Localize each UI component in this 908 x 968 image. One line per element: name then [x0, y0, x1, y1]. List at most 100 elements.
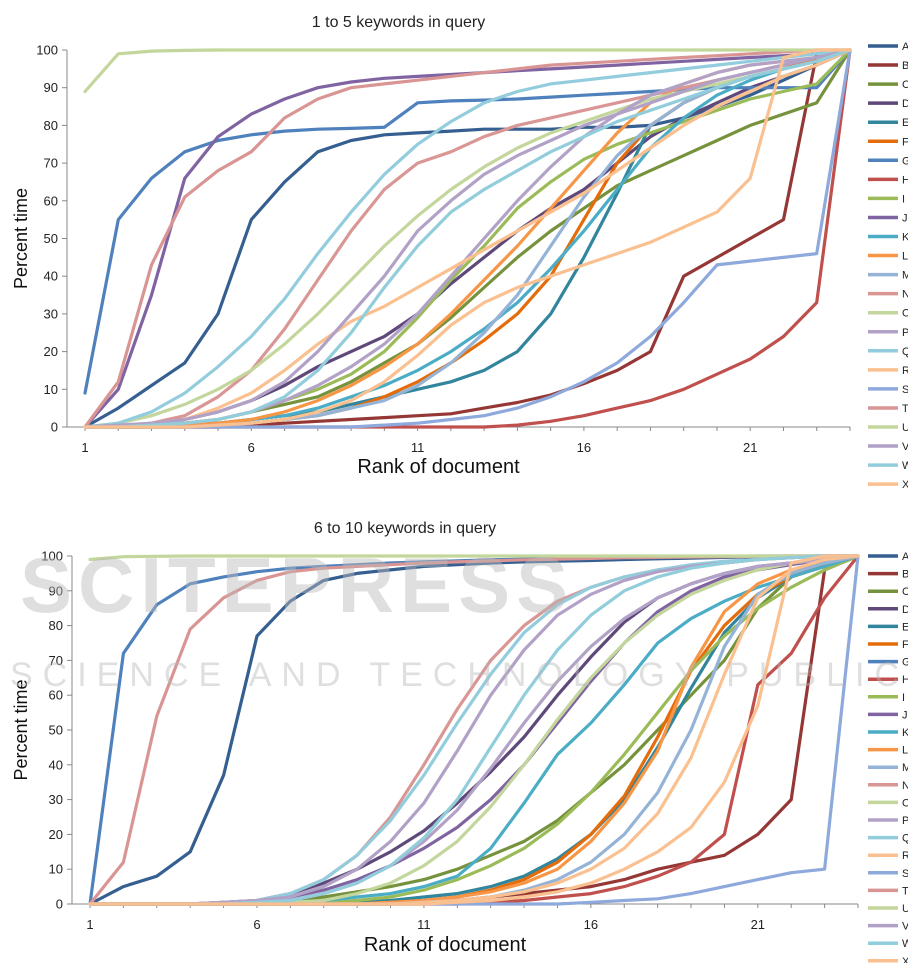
series-line-E [83, 48, 852, 429]
y-tick-label: 40 [44, 269, 58, 284]
x-tick-label: 11 [417, 917, 431, 932]
legend-label-Q: Q [902, 833, 908, 845]
y-tick-label: 90 [49, 583, 63, 598]
series-line-N [83, 48, 852, 429]
x-tick-label: 21 [751, 917, 765, 932]
legend-label-D: D [902, 98, 908, 110]
series-line-H [83, 48, 852, 429]
legend-label-J: J [902, 709, 908, 721]
y-tick-label: 30 [49, 792, 63, 807]
y-tick-label: 100 [36, 43, 58, 58]
y-tick-label: 80 [49, 618, 63, 633]
watermark-text: SCITEPRESS [20, 541, 574, 629]
y-tick-label: 90 [44, 80, 58, 95]
legend-label-M: M [902, 762, 908, 774]
watermark-subtext: SCIENCE AND TECHNOLOGY PUBLICATIONS [10, 656, 908, 694]
y-tick-label: 40 [49, 757, 63, 772]
y-axis-title: Percent time [11, 188, 31, 289]
chart-panel-2: 6 to 10 keywords in query 0 10 20 30 40 50 60 70… [11, 520, 908, 968]
legend-label-E: E [902, 621, 908, 633]
series-line-A [83, 48, 852, 429]
series-line-C [83, 48, 852, 429]
legend-label-J: J [902, 212, 908, 224]
legend-label-G: G [902, 657, 908, 669]
y-tick-label: 100 [41, 549, 63, 564]
chart-title: 6 to 10 keywords in query [314, 520, 496, 537]
legend-label-K: K [902, 727, 908, 739]
legend-label-O: O [902, 797, 908, 809]
y-tick-label: 10 [49, 862, 63, 877]
legend-label-T: T [902, 403, 908, 415]
y-tick-label: 60 [44, 193, 58, 208]
legend-label-X: X [902, 956, 908, 963]
legend-label-E: E [902, 117, 908, 129]
x-tick-label: 1 [86, 917, 93, 932]
legend-label-P: P [902, 815, 908, 827]
x-tick-label: 1 [81, 440, 88, 455]
y-tick-label: 10 [44, 382, 58, 397]
legend-label-S: S [902, 868, 908, 880]
series-line-P [83, 48, 852, 429]
legend-label-A: A [902, 551, 908, 563]
series-line-I [83, 48, 852, 429]
x-tick-label: 16 [584, 917, 598, 932]
series-line-L [83, 48, 852, 429]
series-line-V [83, 48, 852, 429]
legend-label-V: V [902, 921, 908, 933]
legend-label-F: F [902, 136, 908, 148]
legend-label-I: I [902, 193, 905, 205]
legend-label-B: B [902, 60, 908, 72]
y-tick-label: 50 [44, 231, 58, 246]
x-tick-label: 11 [411, 440, 425, 455]
legend-label-H: H [902, 674, 908, 686]
legend-label-D: D [902, 604, 908, 616]
series-line-X [88, 554, 860, 906]
legend-label-M: M [902, 270, 908, 282]
series-line-T [83, 48, 852, 429]
x-tick-label: 16 [577, 440, 591, 455]
series-line-X [83, 48, 852, 429]
legend-label-R: R [902, 850, 908, 862]
y-tick-label: 0 [51, 420, 58, 435]
series-line-U [83, 48, 852, 94]
y-tick-label: 20 [44, 344, 58, 359]
legend-label-Q: Q [902, 346, 908, 358]
legend-label-S: S [902, 384, 908, 396]
legend-label-C: C [902, 79, 908, 91]
legend-label-W: W [902, 460, 908, 472]
y-tick-label: 60 [49, 688, 63, 703]
legend-label-C: C [902, 586, 908, 598]
x-tick-label: 6 [253, 917, 260, 932]
chart-title: 1 to 5 keywords in query [312, 14, 485, 31]
y-tick-label: 30 [44, 306, 58, 321]
legend-label-N: N [902, 289, 908, 301]
series-line-S [83, 48, 852, 429]
series-line-B [83, 48, 852, 429]
y-tick-label: 70 [49, 653, 63, 668]
legend-label-X: X [902, 479, 908, 491]
y-tick-label: 20 [49, 827, 63, 842]
legend-label-V: V [902, 441, 908, 453]
legend-label-I: I [902, 692, 905, 704]
series-line-R [83, 48, 852, 429]
legend-label-U: U [902, 903, 908, 915]
legend-label-U: U [902, 422, 908, 434]
legend-label-W: W [902, 938, 908, 950]
series-line-K [83, 48, 852, 429]
legend-label-L: L [902, 745, 908, 757]
legend-label-R: R [902, 365, 908, 377]
legend-label-N: N [902, 780, 908, 792]
x-axis-title: Rank of document [357, 456, 520, 478]
legend-label-O: O [902, 308, 908, 320]
chart-panel-1: 1 to 5 keywords in query 0 10 20 30 40 50 60 70 8… [11, 14, 908, 491]
y-tick-label: 70 [44, 156, 58, 171]
series-line-O [83, 48, 852, 429]
series-line-U [88, 554, 860, 562]
series-line-J [83, 48, 852, 429]
legend-label-K: K [902, 232, 908, 244]
legend-label-F: F [902, 639, 908, 651]
legend-label-H: H [902, 174, 908, 186]
